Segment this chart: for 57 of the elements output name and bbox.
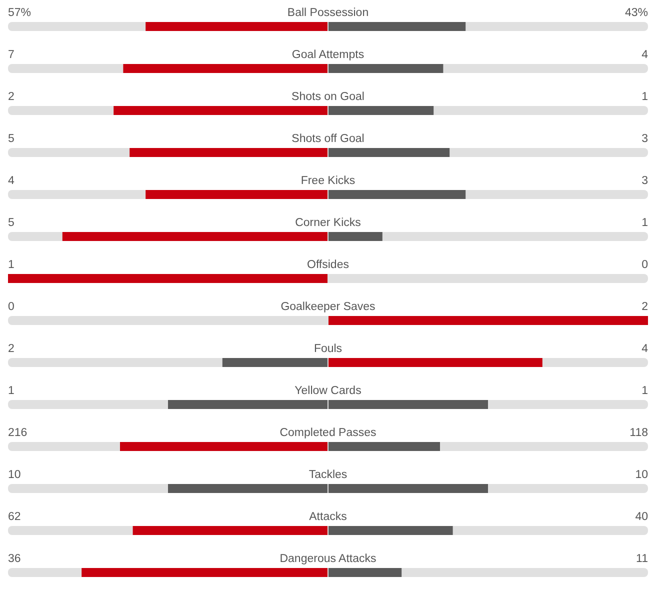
annotation: 1 <box>642 385 648 397</box>
bar <box>328 22 466 31</box>
y-tick-label: Tackles <box>308 469 348 481</box>
y-tick-label: Goalkeeper Saves <box>280 301 376 313</box>
annotation: 10 <box>8 469 21 481</box>
bar <box>328 232 382 241</box>
annotation: 5 <box>8 217 14 229</box>
bar <box>328 568 402 577</box>
y-tick-label: Free Kicks <box>300 175 356 187</box>
annotation: 1 <box>8 385 14 397</box>
annotation: 57% <box>8 7 32 19</box>
y-tick-label: Fouls <box>314 343 342 355</box>
annotation: 2 <box>8 91 14 103</box>
bar <box>146 22 328 31</box>
y-tick-label: Dangerous Attacks <box>280 553 377 565</box>
annotation: 1 <box>8 259 14 271</box>
annotation: 1 <box>642 91 648 103</box>
annotation: 3 <box>642 133 648 145</box>
bar <box>328 106 434 115</box>
y-tick-label: Offsides <box>307 259 350 271</box>
annotation: 2 <box>642 301 648 313</box>
annotation: 43% <box>624 7 648 19</box>
annotation: 11 <box>636 553 648 565</box>
annotation: 0 <box>642 259 648 271</box>
y-tick-label: Ball Possession <box>287 7 369 19</box>
y-tick-label: Completed Passes <box>280 427 377 439</box>
annotation: 5 <box>8 133 14 145</box>
bar <box>328 190 466 199</box>
annotation: 10 <box>635 469 648 481</box>
annotation: 36 <box>8 553 21 565</box>
annotation: 4 <box>642 49 649 61</box>
y-tick-label: Corner Kicks <box>295 217 362 229</box>
y-tick-label: Yellow Cards <box>294 385 362 397</box>
annotation: 4 <box>642 343 649 355</box>
bar <box>120 442 328 451</box>
annotation: 216 <box>8 427 28 439</box>
y-tick-label: Shots off Goal <box>292 133 364 145</box>
annotation: 7 <box>8 49 14 61</box>
annotation: 40 <box>635 511 648 523</box>
annotation: 0 <box>8 301 14 313</box>
y-tick-label: Shots on Goal <box>292 91 364 103</box>
annotation: 4 <box>8 175 15 187</box>
annotation: 3 <box>642 175 648 187</box>
bar <box>130 148 328 157</box>
bar <box>328 526 453 535</box>
bar <box>328 442 440 451</box>
annotation: 118 <box>630 427 648 439</box>
bar <box>132 526 328 535</box>
y-tick-label: Goal Attempts <box>292 49 364 61</box>
y-tick-label: Attacks <box>309 511 348 523</box>
annotation: 2 <box>8 343 14 355</box>
bar <box>146 190 328 199</box>
annotation: 62 <box>8 511 21 523</box>
bar <box>123 64 328 73</box>
annotation: 1 <box>642 217 648 229</box>
bar <box>328 148 450 157</box>
bar <box>328 64 444 73</box>
